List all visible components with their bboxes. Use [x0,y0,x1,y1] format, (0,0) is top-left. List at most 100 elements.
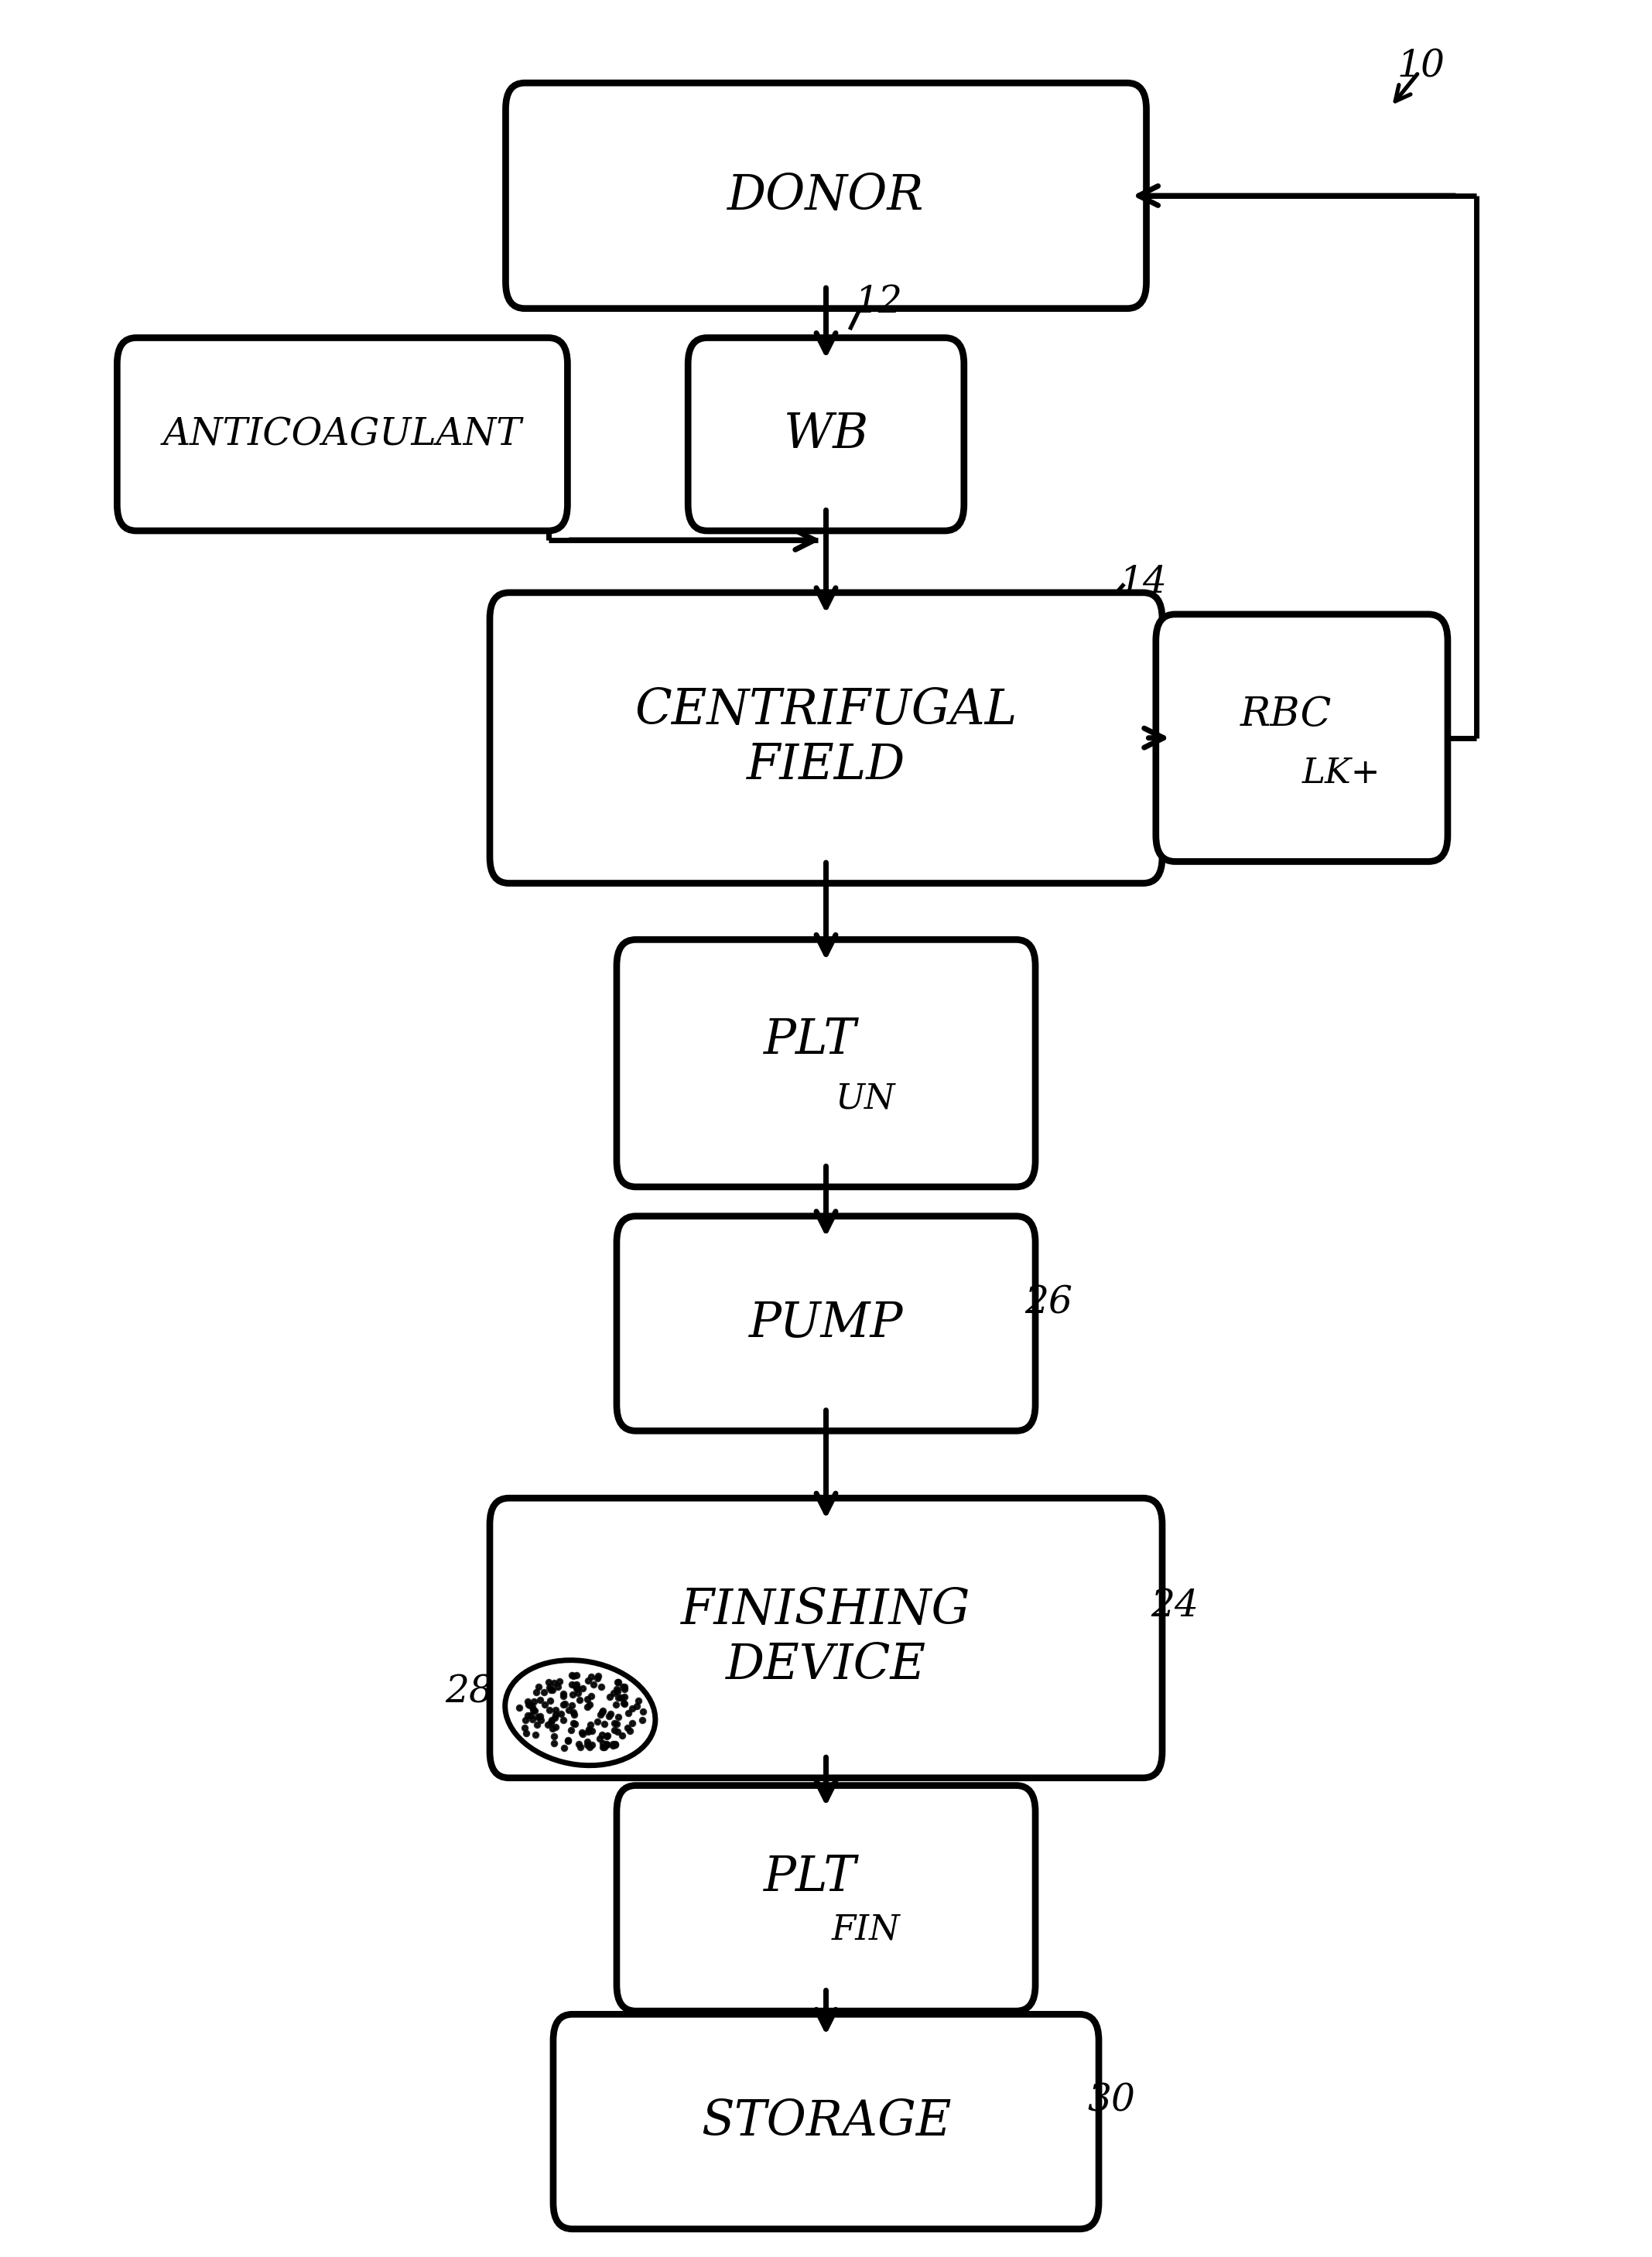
Point [560,1704,586,1740]
Point [517,1688,544,1724]
Point [591,1706,618,1742]
Point [524,1675,550,1711]
Text: DONOR: DONOR [727,172,925,219]
Point [605,1672,631,1709]
Point [603,1670,629,1706]
Point [567,1729,593,1765]
Point [562,1706,588,1742]
Point [611,1684,638,1720]
Point [605,1663,631,1700]
Point [539,1702,565,1738]
Text: UN: UN [836,1081,895,1115]
Point [593,1727,620,1763]
Point [558,1666,585,1702]
Point [562,1668,588,1704]
Point [547,1695,573,1731]
Point [514,1684,540,1720]
Point [585,1659,611,1695]
Point [527,1681,553,1718]
Point [596,1679,623,1715]
Point [608,1679,634,1715]
Text: WB: WB [783,411,869,458]
Point [552,1686,578,1722]
Point [588,1695,615,1731]
Point [600,1727,626,1763]
Text: 30: 30 [1087,2083,1135,2119]
FancyBboxPatch shape [506,84,1146,309]
Point [515,1697,542,1733]
Point [629,1702,656,1738]
Point [595,1718,621,1754]
Point [532,1686,558,1722]
Point [537,1684,563,1720]
Point [542,1700,568,1736]
Point [624,1684,651,1720]
Point [512,1702,539,1738]
Point [580,1666,606,1702]
Point [575,1727,601,1763]
Point [563,1670,590,1706]
Text: 24: 24 [1151,1587,1199,1625]
Point [605,1663,631,1700]
Point [590,1693,616,1729]
Point [524,1706,550,1742]
Point [585,1704,611,1740]
Point [598,1695,624,1731]
Point [615,1695,641,1731]
FancyBboxPatch shape [117,339,568,530]
Point [567,1681,593,1718]
Point [558,1713,585,1749]
Point [588,1718,615,1754]
Point [570,1715,596,1751]
Point [600,1675,626,1711]
Point [539,1704,565,1740]
Point [558,1686,585,1722]
Point [522,1693,548,1729]
FancyBboxPatch shape [616,1217,1036,1431]
Point [570,1670,596,1706]
FancyBboxPatch shape [616,1785,1036,2011]
Point [524,1700,550,1736]
Point [562,1697,588,1733]
Point [563,1666,590,1702]
Point [563,1670,590,1706]
Point [616,1713,643,1749]
Point [539,1672,565,1709]
Text: 12: 12 [854,284,902,320]
Point [568,1715,595,1751]
Point [542,1693,568,1729]
Point [610,1668,636,1704]
Point [555,1722,582,1758]
Text: 14: 14 [1120,564,1168,600]
Text: RBC: RBC [1241,695,1332,734]
Ellipse shape [506,1661,656,1765]
Text: FINISHING
DEVICE: FINISHING DEVICE [681,1587,971,1690]
FancyBboxPatch shape [489,1499,1163,1779]
Point [519,1688,545,1724]
Point [575,1663,601,1700]
Point [560,1677,586,1713]
Point [605,1679,631,1715]
Text: CENTRIFUGAL
FIELD: CENTRIFUGAL FIELD [634,686,1018,790]
Point [593,1718,620,1754]
Point [601,1706,628,1742]
Point [593,1727,620,1763]
Point [527,1700,553,1736]
Text: ANTICOAGULANT: ANTICOAGULANT [164,415,522,454]
Point [586,1697,613,1733]
Point [615,1711,641,1747]
Point [520,1684,547,1720]
Point [519,1702,545,1738]
Point [560,1695,586,1731]
Point [588,1668,615,1704]
Point [603,1686,629,1722]
Point [517,1697,544,1733]
Point [527,1702,553,1738]
Point [629,1693,656,1729]
Point [624,1688,651,1724]
Point [620,1690,646,1727]
Point [535,1663,562,1700]
Point [515,1686,542,1722]
Point [578,1659,605,1695]
Point [611,1679,638,1715]
